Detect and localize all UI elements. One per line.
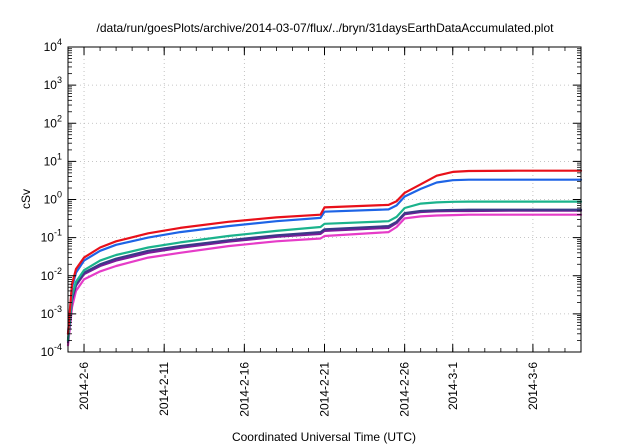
x-tick-label: 2014-2-11 — [157, 362, 171, 416]
series-line-3 — [66, 200, 583, 342]
y-tick-label: 10-4 — [41, 342, 62, 359]
series-line-1 — [66, 169, 583, 335]
x-tick-label: 2014-2-16 — [237, 362, 251, 417]
y-tick-label: 103 — [44, 75, 62, 92]
series-line-4 — [66, 208, 583, 342]
y-axis-label: cSv — [19, 189, 33, 209]
series-line-2 — [66, 178, 583, 335]
y-tick-label: 101 — [44, 151, 62, 168]
y-tick-label: 10-3 — [41, 304, 62, 321]
y-tick-label: 10-2 — [41, 266, 62, 283]
y-tick-label: 100 — [44, 190, 62, 207]
y-tick-label: 104 — [44, 37, 62, 54]
x-tick-label: 2014-3-1 — [446, 362, 460, 410]
series-layer — [66, 169, 583, 347]
y-axis: 10-4 10-3 10-2 10-1 100 101 102 103 104 — [41, 37, 581, 359]
x-tick-label: 2014-2-26 — [398, 362, 412, 417]
y-tick-label: 10-1 — [41, 228, 62, 245]
x-axis: 2014-2-6 2014-2-11 2014-2-16 2014-2-21 2014-… — [77, 47, 566, 417]
x-tick-label: 2014-2-6 — [77, 362, 91, 410]
x-tick-label: 2014-3-6 — [526, 362, 540, 410]
y-tick-label: 102 — [44, 113, 62, 130]
x-axis-label: Coordinated Universal Time (UTC) — [232, 430, 416, 444]
series-line-6 — [66, 213, 583, 347]
grid — [68, 47, 581, 352]
x-tick-label: 2014-2-21 — [318, 362, 332, 417]
chart-title: /data/run/goesPlots/archive/2014-03-07/f… — [97, 21, 555, 35]
